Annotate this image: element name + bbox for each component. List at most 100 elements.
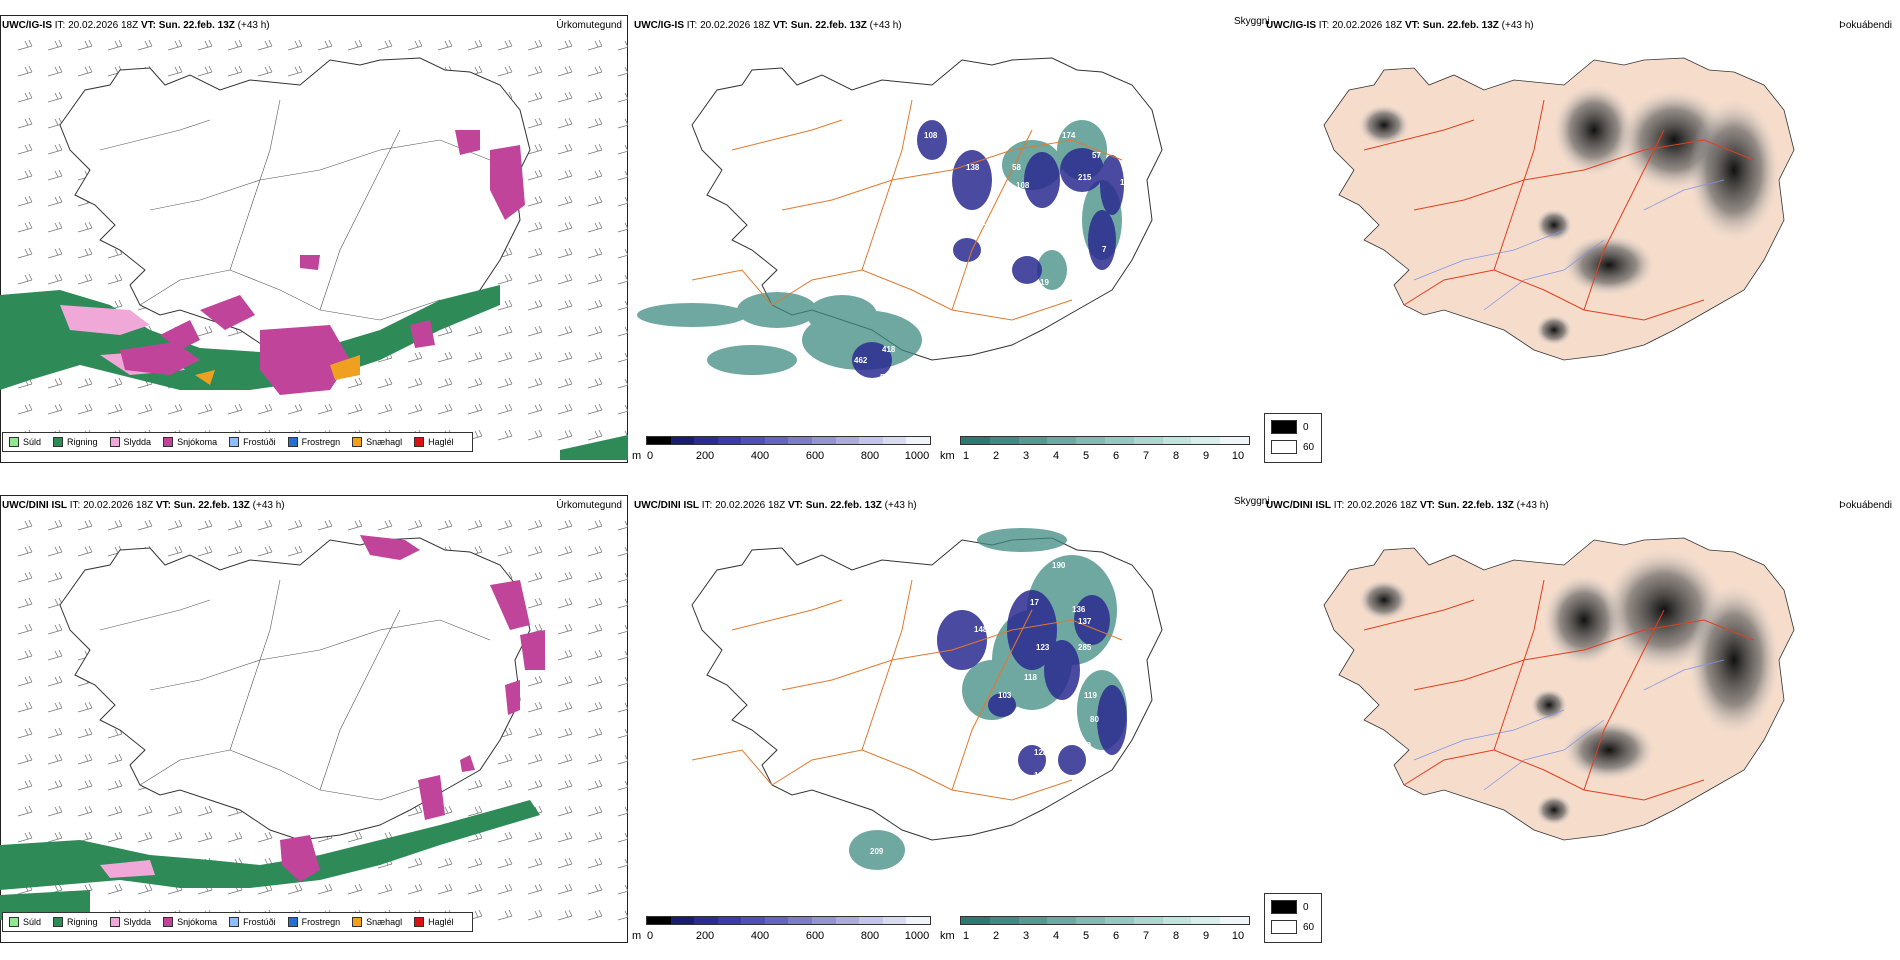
cloud-base-label: 108 — [1077, 263, 1091, 272]
cloud-base-label: 573 — [880, 373, 894, 382]
legend-label: Rigning — [67, 917, 98, 927]
wind-barb — [617, 300, 628, 311]
colorbar-segment — [1191, 437, 1221, 444]
wind-barb — [77, 753, 93, 765]
wind-barb — [77, 545, 93, 557]
visibility-panel-top: UWC/IG-IS IT: 20.02.2026 18Z VT: Sun. 22… — [632, 10, 1270, 480]
vt-value: Sun. 22.feb. 13Z — [158, 20, 235, 31]
legend-label: Súld — [23, 917, 42, 927]
legend-label: Rigning — [67, 437, 98, 447]
legend-label: Haglél — [428, 917, 454, 927]
legend-swatch — [352, 917, 363, 927]
cloud-base-label: 128 — [1034, 748, 1048, 757]
snow-area-ne — [490, 580, 530, 630]
wind-barb — [407, 377, 423, 389]
colorbar-tick: 1000 — [904, 930, 930, 942]
wind-barb — [467, 883, 483, 895]
wind-barb — [137, 403, 153, 415]
it-value: 20.02.2026 18Z — [68, 20, 139, 31]
snow-area-se — [418, 775, 445, 820]
colorbar-segment — [694, 437, 718, 444]
wind-barb — [77, 403, 93, 415]
colorbar-tick: 400 — [750, 930, 770, 942]
wind-barb — [347, 883, 363, 895]
model-name: UWC/DINI ISL — [634, 500, 699, 511]
rivers — [1413, 179, 1725, 311]
legend-swatch — [414, 917, 425, 927]
cloud-base-label: 92 — [1116, 625, 1125, 634]
wind-barb — [527, 169, 543, 181]
legend-label: Snæhagl — [366, 917, 403, 927]
legend-label: Frostregn — [301, 917, 341, 927]
wind-barb — [617, 728, 628, 739]
model-name: UWC/IG-IS — [1266, 20, 1316, 31]
colorbar-segment — [670, 437, 695, 444]
wind-barb — [107, 39, 123, 51]
legend-swatch — [109, 917, 120, 927]
wind-barb — [47, 91, 63, 103]
cloud-base-label: 17 — [1030, 598, 1039, 607]
colorbar-segment — [670, 917, 695, 924]
wind-barb — [17, 169, 33, 181]
snow-area-e — [410, 320, 435, 348]
cloud-base-areas — [937, 590, 1127, 775]
colorbar-tick: 200 — [695, 450, 715, 462]
wind-barb — [197, 545, 213, 557]
colorbar-tick: 3 — [1022, 930, 1030, 942]
wind-barb — [557, 195, 573, 207]
colorbar-tick: 8 — [1172, 930, 1180, 942]
wind-barb — [17, 39, 33, 51]
fog-panel-top: UWC/IG-IS IT: 20.02.2026 18Z VT: Sun. 22… — [1264, 10, 1900, 480]
wind-barb — [587, 831, 603, 843]
wind-barb — [587, 351, 603, 363]
vt-label: VT: — [1419, 500, 1435, 511]
wind-barb — [587, 805, 603, 817]
wind-barb — [77, 39, 93, 51]
fog-legend-top: 0 60 — [1264, 413, 1322, 463]
wind-barb — [347, 519, 363, 531]
wind-barb — [467, 857, 483, 869]
rivers — [1413, 659, 1725, 791]
vt-value: Sun. 22.feb. 13Z — [173, 500, 250, 511]
snow-area-e2 — [460, 755, 475, 772]
wind-barb — [407, 403, 423, 415]
legend-item-sleet: Slydda — [109, 437, 151, 447]
cloud-base-label: 103 — [998, 691, 1012, 700]
wind-barb — [587, 727, 603, 739]
colorbar-segment — [989, 917, 1019, 924]
wind-barb — [197, 65, 213, 77]
wind-barb — [587, 597, 603, 609]
colorbar-tick: 600 — [805, 450, 825, 462]
colorbar-tick: 5 — [1082, 450, 1090, 462]
vt-value: Sun. 22.feb. 13Z — [1422, 20, 1499, 31]
colorbar-segment — [1104, 437, 1134, 444]
wind-barb — [317, 519, 333, 531]
wind-barb — [137, 805, 153, 817]
wind-barb — [527, 909, 543, 921]
wind-barb — [17, 701, 33, 713]
cloud-base-labels: 97 190 148 136 137 123 118 103 119 80 79… — [870, 545, 1159, 856]
wind-barb — [287, 519, 303, 531]
cloud-base-colorbar: m 0 200 400 600 800 1000 — [632, 916, 932, 942]
wind-barb — [47, 273, 63, 285]
it-label: IT: — [54, 20, 66, 31]
it-value: 20.02.2026 18Z — [715, 500, 786, 511]
wind-barb — [437, 857, 453, 869]
wind-barb — [557, 779, 573, 791]
wind-barb — [557, 675, 573, 687]
cloud-base-label: 138 — [966, 163, 980, 172]
wind-barb — [587, 195, 603, 207]
legend-swatch — [9, 437, 19, 447]
legend-label: Haglél — [428, 437, 454, 447]
lead-time: (+43 h) — [869, 20, 902, 31]
wind-barb — [47, 571, 63, 583]
snow-area-west — [160, 320, 200, 350]
colorbar-tick: 10 — [1231, 450, 1245, 462]
cloud-base-label: 462 — [854, 356, 868, 365]
panel-header: UWC/IG-IS IT: 20.02.2026 18Z VT: Sun. 22… — [2, 20, 270, 31]
colorbar-tick: 400 — [750, 450, 770, 462]
colorbar-tick: 0 — [646, 450, 654, 462]
model-name: UWC/IG-IS — [2, 20, 52, 31]
wind-barb — [557, 831, 573, 843]
legend-swatch — [9, 917, 19, 927]
